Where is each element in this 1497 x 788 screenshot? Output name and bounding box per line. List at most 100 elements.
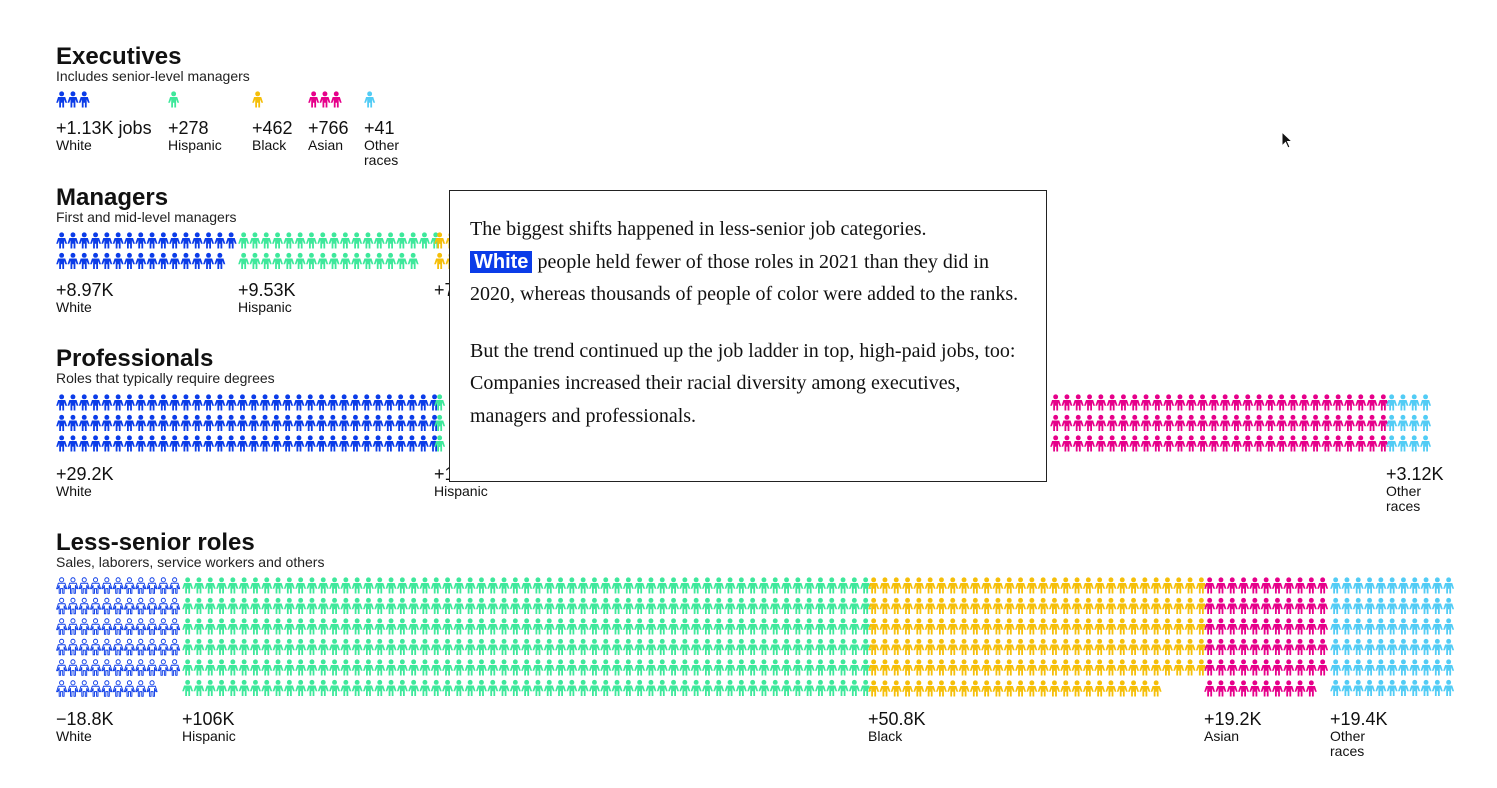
ls-other-races-person-icon	[1375, 638, 1387, 656]
ls-black-person-icon	[958, 659, 970, 676]
ls-black-person-icon	[1161, 638, 1173, 656]
ls-white-person-icon	[101, 577, 113, 594]
ls-hispanic-person-icon	[668, 659, 680, 676]
prof-asian-person-icon	[1185, 414, 1197, 432]
ls-other-races-person-icon	[1375, 577, 1387, 594]
ls-black-person-icon	[992, 638, 1004, 656]
prof-white-person-icon	[316, 394, 328, 411]
mgr-white-person-icon	[203, 252, 215, 270]
prof-white-person-icon	[203, 394, 215, 411]
exec-other-races-person-icon	[364, 91, 376, 108]
ls-black-person-icon	[1195, 577, 1207, 594]
ls-white-person-icon	[157, 638, 169, 656]
prof-white-person-icon	[203, 414, 215, 432]
ls-hispanic-person-icon	[283, 638, 295, 656]
ls-hispanic-person-icon	[317, 618, 329, 635]
ls-hispanic-person-icon	[521, 597, 533, 615]
mgr-hispanic-person-icon	[249, 252, 261, 270]
prof-asian-person-icon	[1117, 414, 1129, 432]
prof-asian-person-icon	[1072, 394, 1084, 411]
ls-hispanic-person-icon	[690, 618, 702, 635]
ls-black-person-icon	[1071, 597, 1083, 615]
ls-black-person-icon	[1184, 659, 1196, 676]
prof-asian-person-icon	[1321, 435, 1333, 452]
ls-asian-person-icon	[1294, 659, 1306, 676]
ls-hispanic-person-icon	[611, 638, 623, 656]
ls-asian-person-icon	[1283, 577, 1295, 594]
prof-white-person-icon	[123, 435, 135, 452]
ls-asian-person-icon	[1260, 638, 1272, 656]
ls-hispanic-person-icon	[668, 577, 680, 594]
ls-black-person-icon	[1015, 577, 1027, 594]
ls-asian-person-icon	[1305, 680, 1317, 697]
ls-white-person-icon	[146, 638, 158, 656]
prof-asian-person-icon	[1163, 394, 1175, 411]
ls-white-person-icon	[112, 638, 124, 656]
ls-hispanic-person-icon	[769, 577, 781, 594]
ls-hispanic-person-icon	[385, 577, 397, 594]
prof-white-person-icon	[191, 394, 203, 411]
ls-hispanic-person-icon	[837, 618, 849, 635]
mgr-white-person-icon	[157, 232, 169, 249]
ls-other-races-person-icon	[1431, 618, 1443, 635]
ls-black-person-icon	[1105, 618, 1117, 635]
ls-hispanic-person-icon	[182, 618, 194, 635]
ls-hispanic-person-icon	[193, 659, 205, 676]
ls-hispanic-person-icon	[475, 577, 487, 594]
mgr-white-value: +8.97K	[56, 280, 114, 300]
ls-hispanic-person-icon	[758, 659, 770, 676]
ls-other-races-person-icon	[1409, 577, 1421, 594]
ls-white-person-icon	[90, 618, 102, 635]
ls-white-person-icon	[169, 659, 181, 676]
prof-asian-person-icon	[1106, 394, 1118, 411]
ls-hispanic-person-icon	[227, 679, 239, 697]
mgr-hispanic-person-icon	[328, 232, 340, 249]
prof-other-value: +3.12K	[1386, 464, 1444, 484]
prof-white-person-icon	[90, 394, 102, 411]
ls-other-races-person-icon	[1364, 597, 1376, 615]
mgr-hispanic-person-icon	[283, 232, 295, 249]
ls-hispanic-person-icon	[645, 618, 657, 635]
ls-white-person-icon	[157, 659, 169, 676]
ls-asian-person-icon	[1305, 577, 1317, 594]
prof-asian-person-icon	[1253, 414, 1265, 432]
ls-white-person-icon	[135, 597, 147, 615]
ls-hispanic-person-icon	[272, 638, 284, 656]
ls-other-races-person-icon	[1386, 577, 1398, 594]
prof-white-person-icon	[293, 435, 305, 452]
ls-other-races-person-icon	[1443, 597, 1455, 615]
ls-black-person-icon	[981, 577, 993, 594]
mgr-hispanic-person-icon	[238, 252, 250, 270]
ls-hispanic-person-icon	[679, 577, 691, 594]
ls-black-person-icon	[992, 680, 1004, 697]
ls-hispanic-person-icon	[521, 618, 533, 635]
ls-black-person-icon	[913, 680, 925, 697]
ls-other-races-person-icon	[1443, 659, 1455, 676]
ls-hispanic-person-icon	[340, 597, 352, 615]
ls-hispanic-person-icon	[487, 659, 499, 676]
ls-hispanic-person-icon	[385, 679, 397, 697]
ls-hispanic-person-icon	[634, 618, 646, 635]
prof-white-person-icon	[316, 414, 328, 432]
ls-black-person-icon	[902, 577, 914, 594]
ls-hispanic-person-icon	[329, 638, 341, 656]
section-subtitle-less-senior: Sales, laborers, service workers and oth…	[56, 554, 325, 570]
ls-black-person-icon	[1184, 618, 1196, 635]
ls-black-person-icon	[1071, 577, 1083, 594]
ls-black-person-icon	[935, 680, 947, 697]
prof-asian-person-icon	[1140, 414, 1152, 432]
prof-white-person-icon	[157, 394, 169, 411]
prof-asian-person-icon	[1332, 435, 1344, 452]
ls-white-person-icon	[123, 577, 135, 594]
ls-hispanic-person-icon	[498, 597, 510, 615]
prof-asian-person-icon	[1095, 435, 1107, 452]
ls-black-value: +50.8K	[868, 709, 926, 729]
ls-black-person-icon	[1195, 659, 1207, 676]
prof-asian-person-icon	[1050, 394, 1062, 411]
ls-black-person-icon	[1105, 680, 1117, 697]
ls-hispanic-person-icon	[340, 659, 352, 676]
ls-other-races-person-icon	[1420, 679, 1432, 697]
ls-hispanic-person-icon	[295, 638, 307, 656]
ls-other-races-person-icon	[1386, 618, 1398, 635]
ls-asian-person-icon	[1204, 659, 1216, 676]
